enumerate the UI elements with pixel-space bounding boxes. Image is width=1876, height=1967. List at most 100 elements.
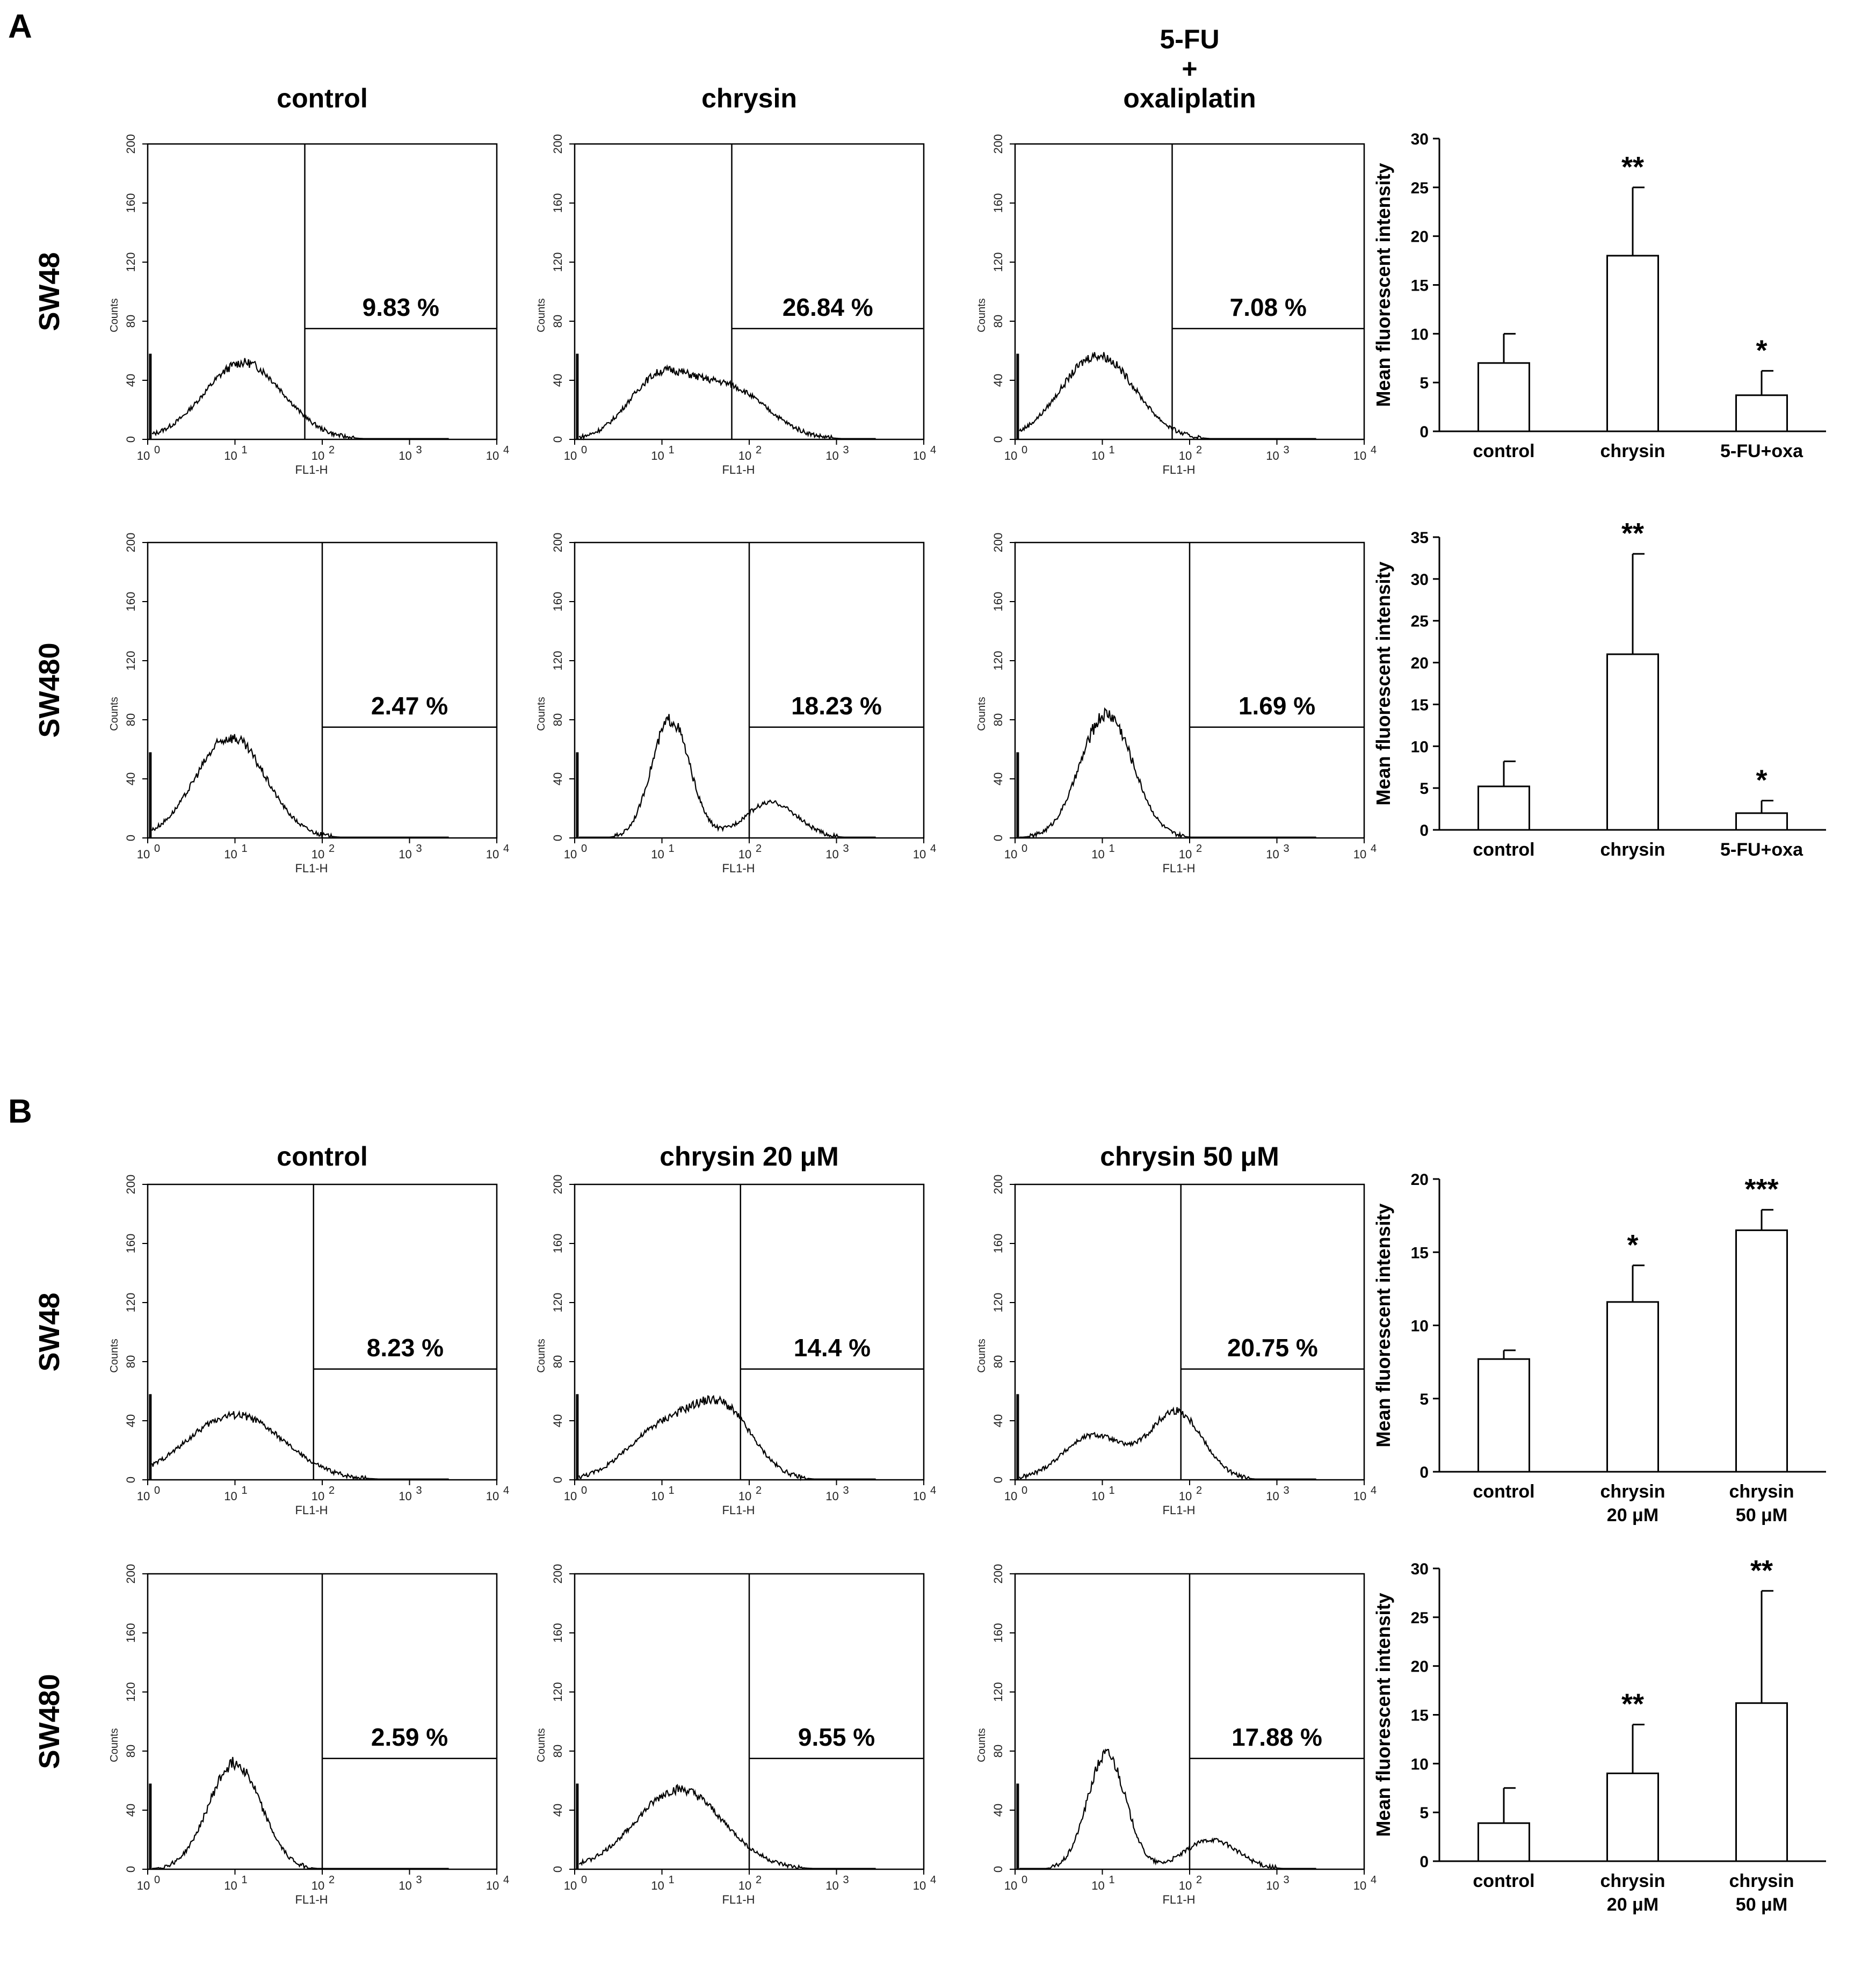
category-label: 50 μM — [1736, 1505, 1787, 1525]
x-tick-label: 10 — [137, 1879, 150, 1892]
x-tick-label: 10 — [651, 848, 664, 861]
x-tick-label: 10 — [486, 1879, 499, 1892]
y-tick-label: 40 — [991, 1414, 1005, 1427]
panel-letter: A — [8, 8, 32, 45]
x-tick-exponent: 0 — [581, 444, 587, 456]
y-tick-label: 15 — [1411, 277, 1429, 295]
column-title: + — [1182, 54, 1197, 84]
y-axis-label: Counts — [108, 1728, 120, 1762]
y-tick-label: 25 — [1411, 613, 1429, 631]
x-tick-exponent: 2 — [756, 843, 762, 855]
y-tick-label: 25 — [1411, 1609, 1429, 1627]
y-tick-label: 0 — [551, 1477, 564, 1483]
percent-label: 26.84 % — [783, 293, 873, 321]
x-tick-label: 10 — [738, 1489, 751, 1503]
x-tick-label: 10 — [137, 449, 150, 462]
x-tick-label: 10 — [913, 1879, 926, 1892]
category-label: 20 μM — [1607, 1894, 1658, 1915]
x-tick-label: 10 — [399, 449, 411, 462]
y-tick-label: 160 — [124, 1234, 137, 1254]
y-tick-label: 10 — [1411, 738, 1429, 756]
x-tick-label: 10 — [564, 449, 577, 462]
y-tick-label: 40 — [551, 772, 564, 785]
histogram-trace — [1019, 707, 1316, 839]
y-tick-label: 40 — [551, 1804, 564, 1817]
y-tick-label: 0 — [124, 835, 137, 841]
x-tick-exponent: 3 — [843, 444, 849, 456]
x-tick-exponent: 1 — [1109, 444, 1115, 456]
y-tick-label: 40 — [991, 1804, 1005, 1817]
y-tick-label: 160 — [124, 592, 137, 612]
x-tick-exponent: 0 — [154, 843, 160, 855]
y-tick-label: 40 — [124, 374, 137, 387]
percent-label: 14.4 % — [794, 1334, 871, 1362]
x-tick-exponent: 0 — [154, 1874, 160, 1886]
category-label: chrysin — [1600, 1481, 1665, 1502]
x-tick-exponent: 4 — [503, 444, 509, 456]
y-tick-label: 35 — [1411, 529, 1429, 547]
y-axis-label: Counts — [108, 697, 120, 731]
x-tick-label: 10 — [913, 1489, 926, 1503]
x-tick-label: 10 — [1091, 848, 1104, 861]
y-tick-label: 5 — [1419, 780, 1429, 798]
x-tick-label: 10 — [486, 848, 499, 861]
y-tick-label: 30 — [1411, 1560, 1429, 1578]
y-axis-label: Mean fluorescent intensity — [1372, 1593, 1394, 1836]
x-tick-label: 10 — [137, 1489, 150, 1503]
y-tick-label: 0 — [124, 1477, 137, 1483]
row-label: SW480 — [33, 1674, 66, 1769]
x-tick-exponent: 2 — [329, 1874, 335, 1886]
significance-marker: ** — [1750, 1554, 1773, 1587]
bar-charts: 0 5 10 15 20 25 30 Mean fluorescent intensity co… — [1372, 131, 1826, 1915]
percent-label: 20.75 % — [1227, 1334, 1318, 1362]
bar — [1735, 394, 1788, 432]
x-tick-exponent: 2 — [756, 444, 762, 456]
y-axis-label: Counts — [535, 1728, 547, 1762]
x-tick-label: 10 — [312, 449, 324, 462]
category-label: chrysin — [1600, 1871, 1665, 1891]
y-tick-label: 80 — [124, 315, 137, 328]
bar — [1735, 1702, 1788, 1862]
y-tick-label: 5 — [1419, 1804, 1429, 1822]
y-tick-label: 120 — [124, 651, 137, 671]
x-tick-exponent: 3 — [416, 444, 422, 456]
y-axis-label: Counts — [976, 298, 988, 332]
x-tick-exponent: 1 — [669, 1485, 675, 1496]
x-tick-exponent: 2 — [756, 1874, 762, 1886]
y-tick-label: 20 — [1411, 655, 1429, 672]
y-axis-label: Counts — [108, 1339, 120, 1372]
percent-label: 7.08 % — [1230, 293, 1307, 321]
x-tick-exponent: 1 — [242, 1485, 248, 1496]
y-tick-label: 200 — [551, 1564, 564, 1584]
x-tick-label: 10 — [1004, 449, 1017, 462]
x-axis-label: FL1-H — [722, 463, 755, 476]
category-label: control — [1473, 441, 1534, 461]
y-axis-label: Counts — [976, 697, 988, 731]
x-axis-label: FL1-H — [722, 1893, 755, 1906]
y-tick-label: 0 — [551, 835, 564, 841]
x-tick-label: 10 — [651, 1489, 664, 1503]
y-tick-label: 200 — [551, 134, 564, 154]
x-tick-exponent: 3 — [1284, 843, 1290, 855]
x-tick-exponent: 0 — [1022, 843, 1027, 855]
y-tick-label: 160 — [124, 193, 137, 213]
x-tick-exponent: 1 — [669, 1874, 675, 1886]
x-tick-exponent: 4 — [503, 1874, 509, 1886]
y-axis-label: Counts — [535, 1339, 547, 1372]
bar — [1606, 255, 1659, 432]
y-axis-label: Mean fluorescent intensity — [1372, 561, 1394, 805]
x-axis-label: FL1-H — [1162, 463, 1195, 476]
histogram-trace — [1019, 1406, 1316, 1481]
y-axis-label: Mean fluorescent intensity — [1372, 1203, 1394, 1447]
x-tick-label: 10 — [399, 1489, 411, 1503]
y-axis-label: Counts — [535, 298, 547, 332]
x-tick-label: 10 — [738, 1879, 751, 1892]
percent-label: 1.69 % — [1238, 692, 1315, 720]
significance-marker: * — [1627, 1229, 1638, 1261]
row-label: SW48 — [33, 1292, 66, 1371]
x-tick-label: 10 — [399, 1879, 411, 1892]
y-tick-label: 20 — [1411, 228, 1429, 246]
